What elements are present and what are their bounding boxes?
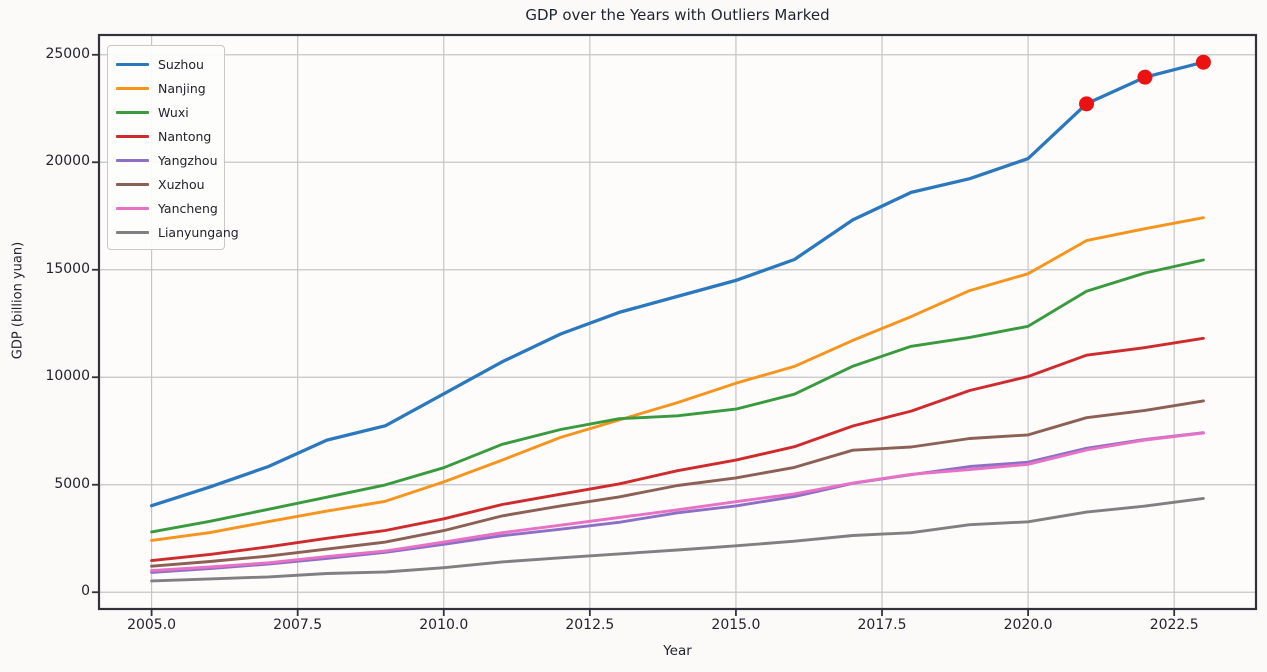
series-line-suzhou xyxy=(149,60,1206,508)
x-tick-label: 2012.5 xyxy=(565,617,615,633)
legend-swatch-xuzhou xyxy=(116,182,149,186)
series-line-nantong xyxy=(150,336,1205,563)
legend-label: Nanjing xyxy=(158,80,206,96)
plot-area xyxy=(99,35,1256,609)
series-line-wuxi xyxy=(150,258,1205,534)
legend-item-suzhou: Suzhou xyxy=(108,52,224,76)
x-tick-label: 2022.5 xyxy=(1149,617,1199,633)
outlier-marker xyxy=(1079,96,1095,112)
x-tick-label: 2015.0 xyxy=(711,617,761,633)
x-tick-label: 2007.5 xyxy=(273,617,323,633)
legend-swatch-suzhou xyxy=(116,62,149,66)
series-line-yancheng xyxy=(150,431,1205,573)
y-tick-label: 25000 xyxy=(45,45,90,62)
y-tick-label: 20000 xyxy=(45,153,90,170)
legend-item-xuzhou: Xuzhou xyxy=(108,172,224,196)
legend-swatch-wuxi xyxy=(116,110,149,114)
series-line-xuzhou xyxy=(150,399,1205,568)
x-tick-label: 2005.0 xyxy=(127,617,177,633)
axes-spines xyxy=(97,33,1258,611)
x-axis-label: Year xyxy=(663,643,692,659)
y-tick-label: 0 xyxy=(81,583,90,600)
x-tick-label: 2020.0 xyxy=(1003,617,1053,633)
y-axis-label: GDP (billion yuan) xyxy=(10,241,26,360)
legend-label: Nantong xyxy=(158,128,212,144)
legend-label: Wuxi xyxy=(158,104,189,120)
legend-item-wuxi: Wuxi xyxy=(108,100,224,124)
legend-label: Lianyungang xyxy=(158,224,239,240)
legend-item-yancheng: Yancheng xyxy=(108,196,224,220)
outlier-marker xyxy=(1195,54,1211,70)
legend-label: Yangzhou xyxy=(158,152,218,168)
y-tick-label: 10000 xyxy=(45,368,90,385)
legend-label: Xuzhou xyxy=(158,176,205,192)
outlier-marker xyxy=(1137,69,1153,85)
y-tick-label: 15000 xyxy=(45,260,90,277)
legend-label: Suzhou xyxy=(158,56,204,72)
legend-swatch-nanjing xyxy=(116,86,149,90)
legend-item-nantong: Nantong xyxy=(108,124,224,148)
x-tick-label: 2017.5 xyxy=(857,617,907,633)
y-tick-label: 5000 xyxy=(54,475,90,492)
series-line-yangzhou xyxy=(150,431,1205,574)
legend-swatch-yancheng xyxy=(116,206,149,210)
series-line-lianyungang xyxy=(150,496,1205,583)
legend-label: Yancheng xyxy=(158,200,218,216)
legend-item-lianyungang: Lianyungang xyxy=(108,220,239,244)
legend-swatch-nantong xyxy=(116,134,149,138)
legend-swatch-lianyungang xyxy=(116,230,149,234)
x-tick-label: 2010.0 xyxy=(419,617,469,633)
legend: Suzhou Nanjing Wuxi Nantong Yangzhou Xuzhou Ya… xyxy=(107,45,239,250)
legend-swatch-yangzhou xyxy=(116,158,149,162)
series-line-nanjing xyxy=(150,216,1205,542)
chart-title: GDP over the Years with Outliers Marked xyxy=(525,6,830,24)
legend-item-nanjing: Nanjing xyxy=(108,76,224,100)
legend-item-yangzhou: Yangzhou xyxy=(108,148,224,172)
